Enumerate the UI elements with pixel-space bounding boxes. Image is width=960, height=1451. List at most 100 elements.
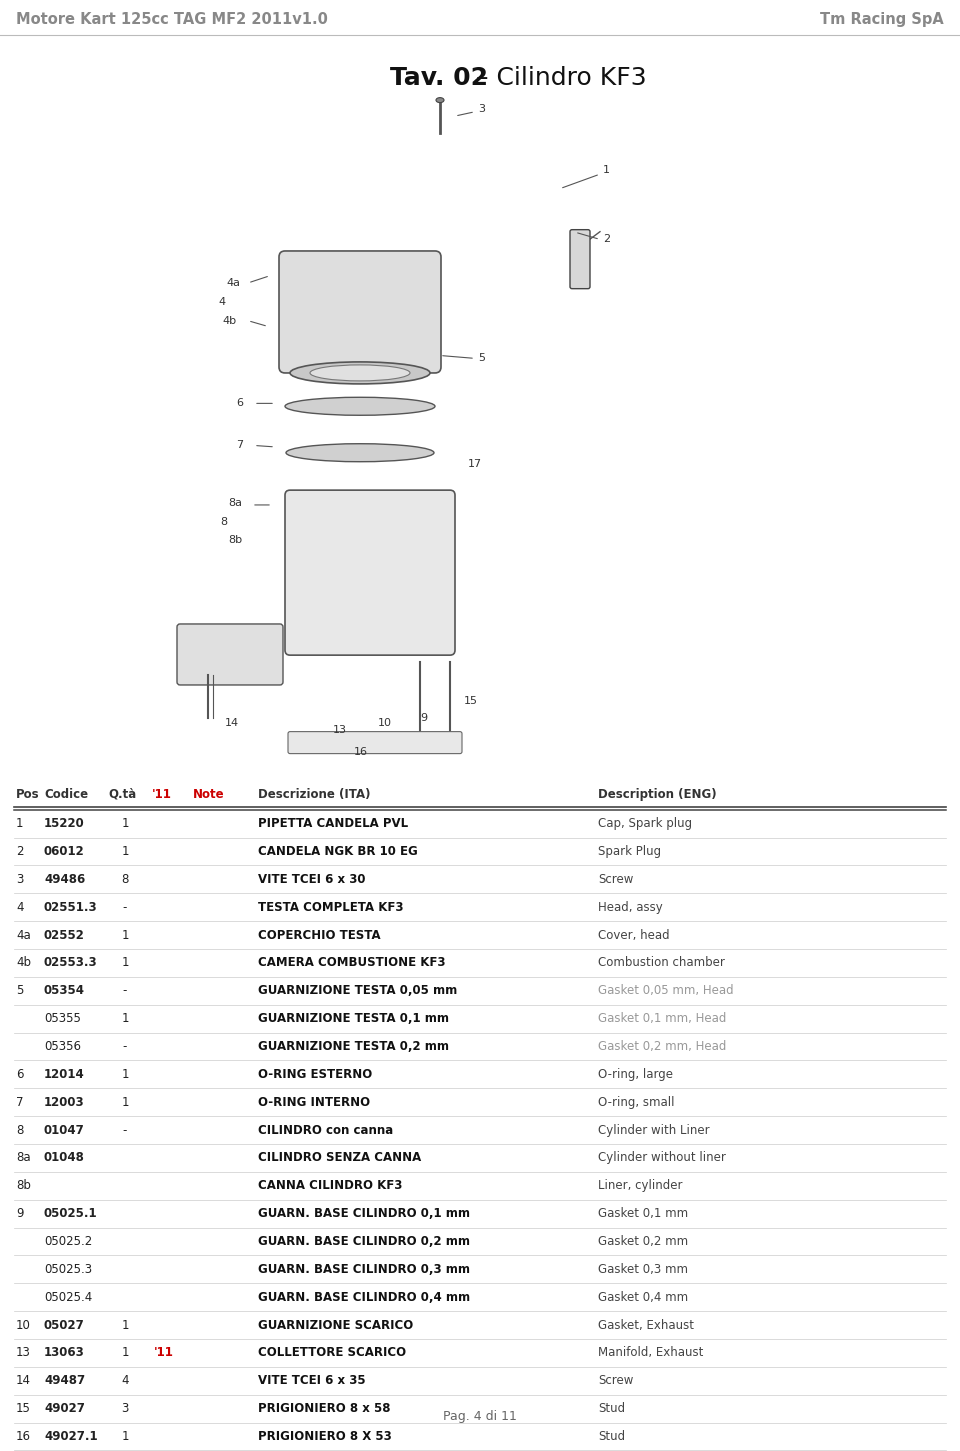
Text: 8: 8 (220, 518, 228, 527)
Text: Pos: Pos (16, 788, 39, 801)
Text: 5: 5 (478, 354, 485, 363)
Text: 4b: 4b (222, 316, 236, 325)
Text: CILINDRO SENZA CANNA: CILINDRO SENZA CANNA (258, 1152, 421, 1164)
Text: CILINDRO con canna: CILINDRO con canna (258, 1123, 394, 1136)
Ellipse shape (436, 97, 444, 103)
Text: 49027: 49027 (44, 1402, 84, 1415)
Text: 4: 4 (218, 297, 226, 306)
Bar (0, 94, 960, 795)
Text: Gasket 0,4 mm: Gasket 0,4 mm (598, 1291, 688, 1303)
Text: 1: 1 (16, 817, 23, 830)
Text: 05025.1: 05025.1 (44, 1207, 98, 1220)
Text: 05025.3: 05025.3 (44, 1262, 92, 1275)
Text: 13: 13 (333, 726, 347, 734)
Text: -: - (123, 901, 127, 914)
Text: VITE TCEI 6 x 35: VITE TCEI 6 x 35 (258, 1374, 366, 1387)
Text: PRIGIONIERO 8 X 53: PRIGIONIERO 8 X 53 (258, 1431, 392, 1442)
Ellipse shape (310, 364, 410, 382)
Text: 9: 9 (420, 714, 427, 723)
Text: Cylinder without liner: Cylinder without liner (598, 1152, 726, 1164)
Text: 16: 16 (354, 747, 368, 756)
Text: Cap, Spark plug: Cap, Spark plug (598, 817, 692, 830)
Text: 7: 7 (236, 441, 243, 450)
Text: CANNA CILINDRO KF3: CANNA CILINDRO KF3 (258, 1180, 402, 1193)
Text: 49027.1: 49027.1 (44, 1431, 98, 1442)
Text: GUARNIZIONE TESTA 0,1 mm: GUARNIZIONE TESTA 0,1 mm (258, 1013, 449, 1024)
Text: 02552: 02552 (44, 929, 84, 942)
Text: 12014: 12014 (44, 1068, 84, 1081)
Text: Gasket 0,1 mm, Head: Gasket 0,1 mm, Head (598, 1013, 727, 1024)
Text: 49487: 49487 (44, 1374, 85, 1387)
Text: 8b: 8b (228, 535, 242, 544)
Text: 10: 10 (16, 1319, 31, 1332)
Text: GUARN. BASE CILINDRO 0,3 mm: GUARN. BASE CILINDRO 0,3 mm (258, 1262, 470, 1275)
Text: 06012: 06012 (44, 844, 84, 858)
Text: Description (ENG): Description (ENG) (598, 788, 716, 801)
Text: 02551.3: 02551.3 (44, 901, 98, 914)
Text: 1: 1 (121, 929, 129, 942)
Text: GUARN. BASE CILINDRO 0,4 mm: GUARN. BASE CILINDRO 0,4 mm (258, 1291, 470, 1303)
Text: O-ring, large: O-ring, large (598, 1068, 673, 1081)
Text: 17: 17 (468, 460, 482, 469)
Text: 02553.3: 02553.3 (44, 956, 98, 969)
Text: '11: '11 (152, 788, 172, 801)
Text: GUARNIZIONE SCARICO: GUARNIZIONE SCARICO (258, 1319, 413, 1332)
Text: Q.tà: Q.tà (108, 788, 136, 801)
FancyBboxPatch shape (177, 624, 283, 685)
Text: 12003: 12003 (44, 1096, 84, 1109)
Text: CANDELA NGK BR 10 EG: CANDELA NGK BR 10 EG (258, 844, 418, 858)
Text: 01047: 01047 (44, 1123, 84, 1136)
Ellipse shape (285, 398, 435, 415)
Text: O-RING ESTERNO: O-RING ESTERNO (258, 1068, 372, 1081)
Text: Gasket, Exhaust: Gasket, Exhaust (598, 1319, 694, 1332)
Ellipse shape (290, 361, 430, 385)
Text: COLLETTORE SCARICO: COLLETTORE SCARICO (258, 1347, 406, 1360)
Text: Codice: Codice (44, 788, 88, 801)
Text: GUARN. BASE CILINDRO 0,2 mm: GUARN. BASE CILINDRO 0,2 mm (258, 1235, 470, 1248)
Text: -: - (123, 984, 127, 997)
Ellipse shape (286, 444, 434, 461)
Text: Head, assy: Head, assy (598, 901, 662, 914)
Text: Gasket 0,3 mm: Gasket 0,3 mm (598, 1262, 688, 1275)
Text: 05356: 05356 (44, 1040, 81, 1053)
Text: 2: 2 (16, 844, 23, 858)
Text: 8a: 8a (228, 499, 242, 508)
Text: Cylinder with Liner: Cylinder with Liner (598, 1123, 709, 1136)
Text: 01048: 01048 (44, 1152, 84, 1164)
Text: PRIGIONIERO 8 x 58: PRIGIONIERO 8 x 58 (258, 1402, 391, 1415)
Text: Note: Note (193, 788, 225, 801)
Text: 14: 14 (16, 1374, 31, 1387)
Text: Liner, cylinder: Liner, cylinder (598, 1180, 683, 1193)
Text: -: - (123, 1040, 127, 1053)
Text: 8: 8 (121, 874, 129, 885)
Text: TESTA COMPLETA KF3: TESTA COMPLETA KF3 (258, 901, 403, 914)
Text: Pag. 4 di 11: Pag. 4 di 11 (444, 1410, 516, 1422)
Text: '11: '11 (154, 1347, 174, 1360)
Text: Screw: Screw (598, 1374, 634, 1387)
Text: 49486: 49486 (44, 874, 85, 885)
Text: 3: 3 (16, 874, 23, 885)
Text: Stud: Stud (598, 1402, 625, 1415)
Text: 15: 15 (464, 696, 478, 705)
Text: 14: 14 (225, 718, 239, 727)
Text: 1: 1 (603, 165, 610, 174)
Text: 1: 1 (121, 1431, 129, 1442)
Text: Cover, head: Cover, head (598, 929, 670, 942)
Text: 10: 10 (378, 718, 392, 727)
Text: 4: 4 (16, 901, 23, 914)
Text: 15220: 15220 (44, 817, 84, 830)
Text: 6: 6 (236, 399, 243, 408)
FancyBboxPatch shape (570, 229, 590, 289)
Text: 05354: 05354 (44, 984, 85, 997)
Text: 05355: 05355 (44, 1013, 81, 1024)
Text: PIPETTA CANDELA PVL: PIPETTA CANDELA PVL (258, 817, 408, 830)
Text: -: - (123, 1123, 127, 1136)
Text: 5: 5 (16, 984, 23, 997)
Text: COPERCHIO TESTA: COPERCHIO TESTA (258, 929, 380, 942)
Text: Descrizione (ITA): Descrizione (ITA) (258, 788, 371, 801)
Text: 05027: 05027 (44, 1319, 84, 1332)
Text: Combustion chamber: Combustion chamber (598, 956, 725, 969)
Text: 1: 1 (121, 1319, 129, 1332)
Text: Manifold, Exhaust: Manifold, Exhaust (598, 1347, 704, 1360)
Text: 1: 1 (121, 844, 129, 858)
